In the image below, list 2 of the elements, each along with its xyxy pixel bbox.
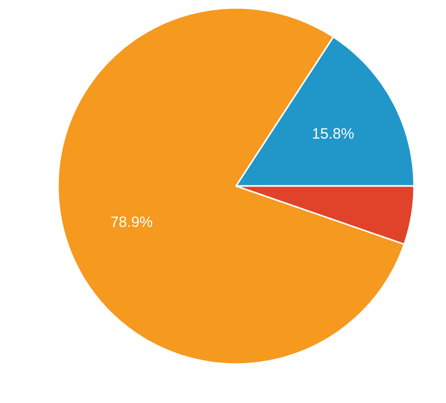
data-label: 78.9% [111, 216, 152, 228]
data-label: 15.8% [313, 128, 354, 139]
